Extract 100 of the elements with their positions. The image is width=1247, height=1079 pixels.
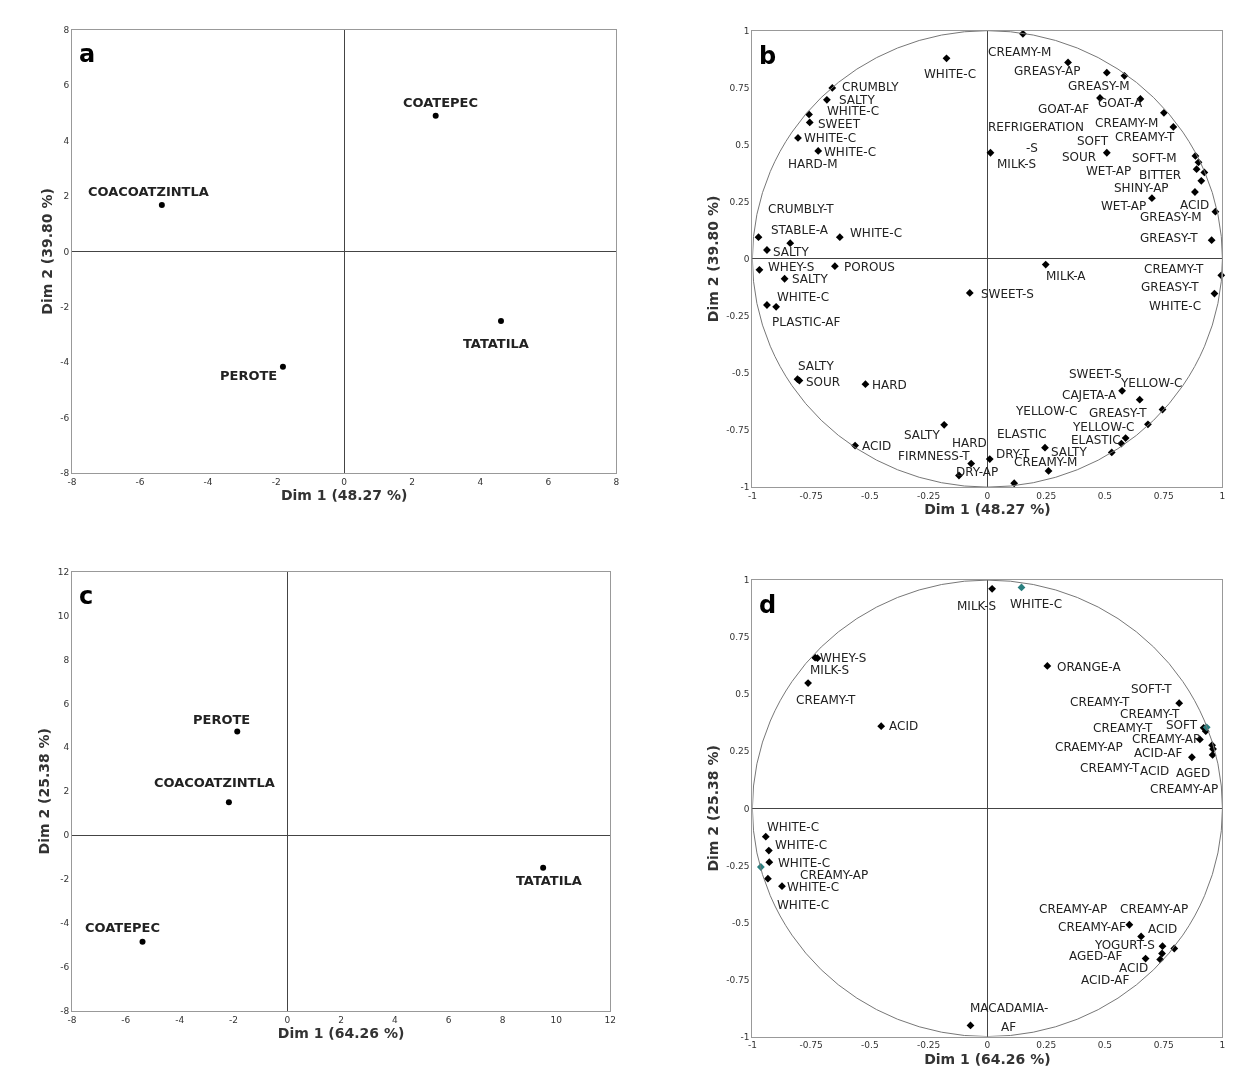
y-tick-label: -0.5 — [732, 917, 750, 928]
annotation: WHITE-C — [787, 880, 840, 894]
point — [861, 380, 870, 389]
y-tick-label: -2 — [60, 302, 70, 313]
y-tick-label: 1 — [743, 25, 750, 36]
y-tick-label: 0.25 — [729, 196, 750, 207]
annotation: CREAMY-M — [1095, 116, 1159, 130]
annotation: WHEY-S — [820, 651, 867, 665]
annotation: SALTY — [904, 428, 941, 442]
annotation: c — [79, 582, 94, 610]
annotation: CREAMY-AF — [1058, 920, 1127, 934]
point — [1041, 260, 1050, 269]
annotation: REFRIGERATION — [988, 120, 1084, 134]
point — [432, 112, 439, 119]
y-tick-label: -8 — [60, 468, 70, 479]
annotation: SOUR — [806, 375, 841, 389]
annotation: GREASY-AP — [1014, 64, 1081, 78]
y-tick-label: 2 — [63, 191, 70, 202]
annotation: GOAT-AF — [1038, 102, 1090, 116]
annotation: ELASTIC — [997, 427, 1047, 441]
x-axis-title: Dim 1 (64.26 %) — [924, 1050, 1051, 1067]
x-tick-label: 6 — [545, 477, 552, 488]
annotation: a — [79, 40, 96, 68]
point — [1044, 467, 1053, 475]
annotation: ACID — [1119, 961, 1149, 975]
x-tick-label: 0 — [984, 1040, 991, 1051]
point — [1160, 108, 1168, 117]
annotation: SWEET-S — [1069, 367, 1122, 381]
x-tick-label: 6 — [445, 1014, 452, 1025]
annotation: CRUMBLY — [842, 80, 900, 94]
annotation: SOFT — [1166, 718, 1198, 732]
x-tick-label: -0.25 — [917, 490, 941, 501]
annotation: WET-AP — [1086, 164, 1132, 178]
annotation: AGED — [1176, 766, 1211, 780]
x-tick-label: -6 — [121, 1014, 131, 1025]
y-tick-label: -6 — [60, 412, 70, 423]
x-tick-label: 2 — [338, 1014, 344, 1025]
annotation: FIRMNESS-T — [898, 449, 971, 463]
y-tick-label: 8 — [63, 654, 70, 665]
point — [1118, 386, 1126, 395]
annotation: WHITE-C — [777, 290, 830, 304]
point — [765, 858, 774, 867]
point — [279, 363, 286, 370]
annotation: CREAMY-T — [1115, 130, 1175, 144]
point — [158, 202, 165, 209]
annotation: TATATILA — [516, 873, 582, 888]
annotation: b — [759, 42, 777, 70]
annotation: ELASTIC — [1071, 433, 1121, 447]
y-tick-label: 4 — [63, 135, 70, 146]
x-tick-label: -0.25 — [917, 1040, 941, 1051]
annotation: ACID — [862, 439, 892, 453]
x-tick-label: 2 — [409, 477, 416, 488]
y-tick-label: -0.75 — [726, 425, 750, 436]
point — [830, 262, 839, 271]
x-tick-label: -4 — [175, 1014, 185, 1025]
point — [966, 1021, 975, 1030]
y-tick-label: 0 — [743, 254, 750, 265]
annotation: WHITE-C — [767, 820, 820, 834]
annotation: MILK-A — [1046, 269, 1087, 283]
point — [498, 318, 504, 324]
y-tick-label: 0 — [743, 803, 750, 814]
x-tick-label: -0.75 — [799, 1040, 823, 1051]
annotation: SOUR — [1062, 150, 1097, 164]
y-tick-label: 6 — [63, 698, 70, 709]
point — [814, 147, 823, 155]
y-tick-label: 0 — [63, 830, 70, 841]
y-tick-label: -4 — [60, 357, 70, 368]
point — [1175, 699, 1184, 708]
x-tick-label: 0 — [984, 490, 991, 501]
y-tick-label: -4 — [60, 918, 70, 929]
x-tick-label: 0.25 — [1036, 490, 1057, 501]
y-axis-title: Dim 2 (25.38 %) — [704, 745, 721, 872]
x-tick-label: 10 — [550, 1014, 563, 1025]
point — [1102, 148, 1111, 157]
x-tick-label: 8 — [613, 477, 620, 488]
annotation: SHINY-AP — [1114, 181, 1169, 195]
point — [804, 679, 812, 687]
x-tick-label: 4 — [477, 477, 484, 488]
y-tick-label: 0.75 — [729, 82, 750, 93]
x-axis-title: Dim 1 (48.27 %) — [924, 501, 1051, 518]
annotation: SALTY — [773, 245, 810, 259]
annotation: HARD — [952, 436, 987, 450]
x-tick-label: 1 — [1219, 490, 1226, 501]
y-tick-label: -0.25 — [726, 311, 750, 322]
point — [1121, 434, 1130, 442]
x-tick-label: -6 — [135, 477, 145, 488]
point — [985, 455, 994, 463]
y-tick-label: -8 — [60, 1006, 70, 1017]
annotation: YELLOW-C — [1015, 404, 1078, 418]
annotation: AGED-AF — [1069, 949, 1123, 963]
annotation: GREASY-M — [1140, 210, 1202, 224]
point — [1158, 949, 1166, 958]
point — [1102, 68, 1111, 77]
annotation: COACOATZINTLA — [88, 184, 209, 199]
annotation: SALTY — [798, 359, 835, 373]
point — [1208, 751, 1217, 759]
point — [835, 233, 844, 242]
annotation: MILK-S — [810, 663, 850, 677]
annotation: AF — [1001, 1020, 1017, 1034]
point — [755, 265, 764, 274]
